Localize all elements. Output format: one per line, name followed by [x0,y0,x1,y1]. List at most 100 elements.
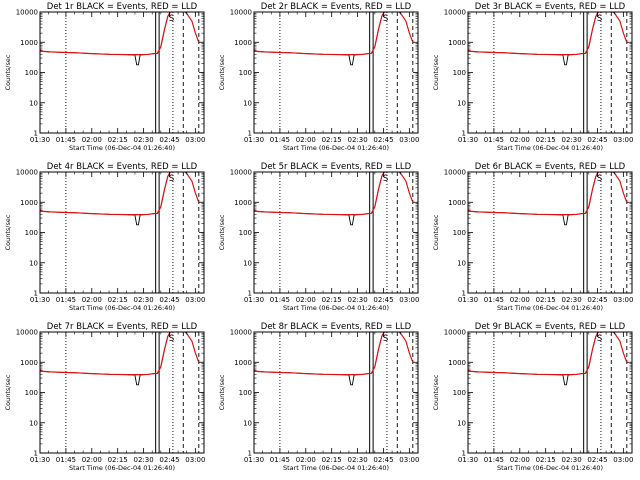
x-tick-label: 01:45 [56,456,76,464]
plot-area [40,12,200,133]
series-events-line [468,332,599,386]
x-tick-label: 01:30 [458,136,478,144]
chart-panel: Det 4r BLACK = Events, RED = LLD S 1 10 100 1… [4,162,205,312]
x-tick-label: 03:00 [399,296,419,304]
y-axis-label: Counts/sec [432,214,440,250]
x-tick-label: 01:45 [56,296,76,304]
y-tick-label: 100 [239,229,252,237]
y-tick-label: 100 [25,229,38,237]
y-tick-label: 10 [29,259,38,267]
y-tick-label: 1000 [448,199,466,207]
x-tick-label: 02:30 [561,296,581,304]
x-tick-label: 02:00 [510,456,530,464]
chart-title: Det 2r BLACK = Events, RED = LLD [261,2,412,12]
y-tick-label: 1000 [234,359,252,367]
chart-title: Det 1r BLACK = Events, RED = LLD [47,2,198,12]
plot-area [254,332,414,453]
x-tick-label: 02:45 [587,136,607,144]
x-tick-label: 01:45 [484,136,504,144]
y-tick-label: 1 [462,130,466,138]
y-tick-label: 10000 [444,9,466,17]
y-tick-label: 10 [29,419,38,427]
y-tick-label: 1000 [20,359,38,367]
series-lld-line [468,172,628,216]
x-tick-label: 03:00 [185,296,205,304]
chart-title: Det 8r BLACK = Events, RED = LLD [261,322,412,332]
x-tick-label: 02:15 [322,136,342,144]
plot-frame [39,331,205,454]
chart-panel: Det 9r BLACK = Events, RED = LLD S 1 10 100 1… [432,322,633,472]
series-events-line [468,172,599,226]
x-tick-label: 03:00 [613,296,633,304]
y-tick-label: 10000 [16,9,38,17]
x-tick-label: 02:15 [108,136,128,144]
y-tick-label: 1000 [234,199,252,207]
x-tick-label: 01:45 [270,296,290,304]
chart-title: Det 7r BLACK = Events, RED = LLD [47,322,198,332]
x-tick-label: 02:30 [561,136,581,144]
series-lld-line [254,332,414,376]
y-tick-label: 1 [248,450,252,458]
y-tick-label: 1 [248,290,252,298]
chart-panel: Det 6r BLACK = Events, RED = LLD S 1 10 100 1… [432,162,633,312]
y-tick-label: 10000 [444,169,466,177]
series-events-line [40,12,171,66]
plot-area [468,332,628,453]
annotation-label: S [383,14,388,24]
chart-panel: Det 5r BLACK = Events, RED = LLD S 1 10 100 1… [218,162,419,312]
plot-frame [253,171,419,294]
y-axis-label: Counts/sec [218,54,226,90]
y-tick-label: 10 [457,99,466,107]
x-tick-label: 01:30 [244,136,264,144]
x-tick-label: 02:30 [561,456,581,464]
y-tick-label: 1 [248,130,252,138]
series-events-line [40,332,171,386]
y-axis-label: Counts/sec [218,214,226,250]
y-tick-label: 1000 [448,359,466,367]
y-tick-label: 10 [243,419,252,427]
x-tick-label: 03:00 [185,136,205,144]
y-axis-label: Counts/sec [432,374,440,410]
x-tick-label: 02:00 [296,456,316,464]
series-events-line [40,172,171,226]
x-tick-label: 01:45 [270,456,290,464]
annotation-label: S [169,334,174,344]
y-tick-label: 10000 [16,329,38,337]
x-tick-label: 02:00 [82,136,102,144]
y-tick-label: 10000 [230,329,252,337]
x-tick-label: 01:30 [30,136,50,144]
x-tick-label: 02:15 [322,296,342,304]
series-lld-line [254,172,414,216]
x-tick-label: 03:00 [399,136,419,144]
series-lld-line [40,332,200,376]
x-tick-label: 02:45 [587,296,607,304]
series-events-line [468,12,599,66]
x-tick-label: 01:30 [244,456,264,464]
x-tick-label: 02:45 [159,296,179,304]
plot-area [40,332,200,453]
plot-frame [39,11,205,134]
x-axis-label: Start Time (06-Dec-04 01:26:40) [283,304,389,312]
x-axis-label: Start Time (06-Dec-04 01:26:40) [497,304,603,312]
y-tick-label: 100 [239,389,252,397]
series-lld-line [254,12,414,56]
y-tick-label: 100 [453,389,466,397]
annotation-label: S [383,334,388,344]
x-axis-label: Start Time (06-Dec-04 01:26:40) [69,144,175,152]
series-events-line [254,332,385,386]
y-axis-label: Counts/sec [4,214,12,250]
chart-title: Det 6r BLACK = Events, RED = LLD [475,162,626,172]
x-tick-label: 02:00 [296,136,316,144]
x-tick-label: 01:30 [244,296,264,304]
chart-panel: Det 2r BLACK = Events, RED = LLD S 1 10 100 1… [218,2,419,152]
x-tick-label: 02:00 [296,296,316,304]
x-tick-label: 01:30 [30,456,50,464]
chart-panel: Det 8r BLACK = Events, RED = LLD S 1 10 100 1… [218,322,419,472]
y-tick-label: 1 [462,290,466,298]
x-tick-label: 02:30 [347,136,367,144]
plot-area [254,12,414,133]
x-tick-label: 02:00 [510,296,530,304]
x-tick-label: 02:45 [587,456,607,464]
annotation-label: S [383,174,388,184]
x-axis-label: Start Time (06-Dec-04 01:26:40) [69,304,175,312]
